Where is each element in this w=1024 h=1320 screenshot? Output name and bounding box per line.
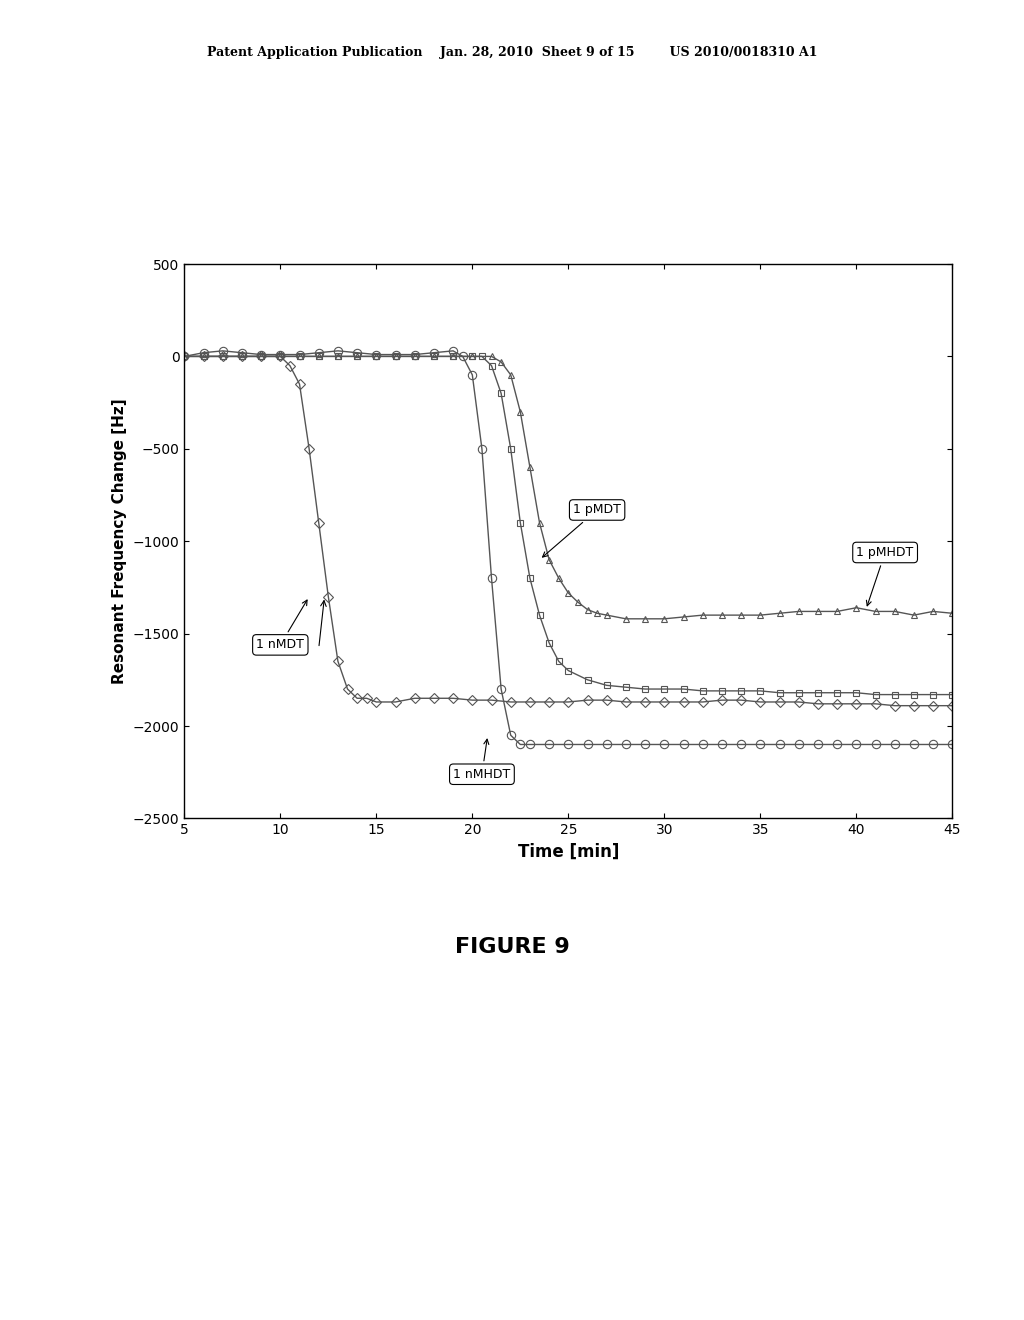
Text: 1 nMDT: 1 nMDT <box>256 601 307 651</box>
Text: 1 pMDT: 1 pMDT <box>543 503 622 557</box>
Text: 1 nMHDT: 1 nMHDT <box>454 739 511 780</box>
Text: FIGURE 9: FIGURE 9 <box>455 937 569 957</box>
Y-axis label: Resonant Frequency Change [Hz]: Resonant Frequency Change [Hz] <box>113 399 127 684</box>
X-axis label: Time [min]: Time [min] <box>518 842 618 861</box>
Text: 1 pMHDT: 1 pMHDT <box>856 546 913 606</box>
Text: Patent Application Publication    Jan. 28, 2010  Sheet 9 of 15        US 2010/00: Patent Application Publication Jan. 28, … <box>207 46 817 59</box>
